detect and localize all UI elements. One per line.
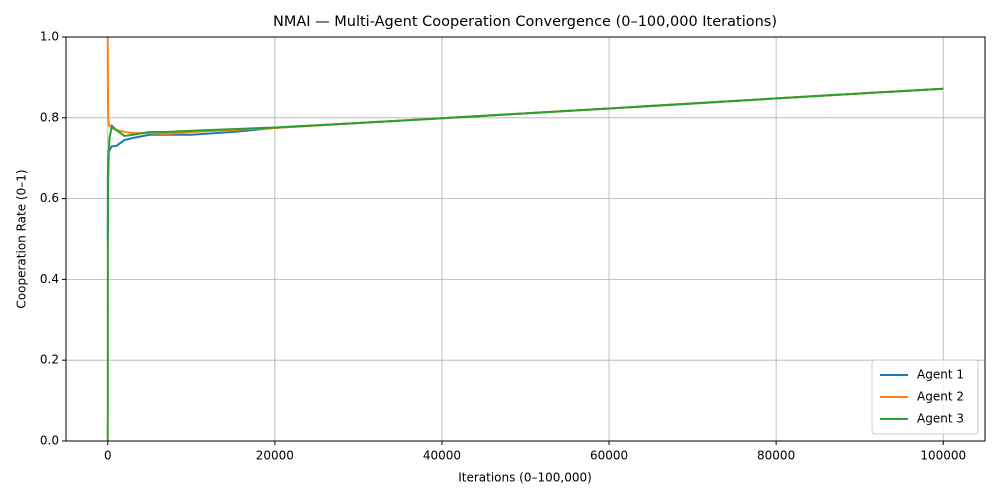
y-tick-label: 0.4 <box>40 272 59 286</box>
legend-label: Agent 1 <box>917 368 964 382</box>
x-axis-label: Iterations (0–100,000) <box>458 471 592 485</box>
legend: Agent 1 Agent 2 Agent 3 <box>871 359 979 435</box>
x-tick-label: 80000 <box>757 449 795 463</box>
y-tick-label: 0.2 <box>40 353 59 367</box>
series-line <box>106 87 944 442</box>
x-tick-label: 100000 <box>920 449 966 463</box>
y-tick-label: 0.0 <box>40 434 59 448</box>
y-axis-label: Cooperation Rate (0–1) <box>15 169 29 308</box>
x-tick-label: 60000 <box>590 449 628 463</box>
x-tick-label: 0 <box>104 449 112 463</box>
series-line <box>106 36 944 135</box>
y-tick-label: 1.0 <box>40 30 59 44</box>
legend-label: Agent 2 <box>917 390 964 404</box>
legend-box <box>871 359 979 435</box>
x-tick-label: 20000 <box>256 449 294 463</box>
series-line <box>106 87 944 240</box>
y-tick-label: 0.8 <box>40 110 59 124</box>
legend-label: Agent 3 <box>917 412 964 426</box>
plot-frame <box>65 36 986 442</box>
x-tick-label: 40000 <box>423 449 461 463</box>
y-tick-label: 0.6 <box>40 191 59 205</box>
chart-title: NMAI — Multi-Agent Cooperation Convergen… <box>273 14 777 30</box>
